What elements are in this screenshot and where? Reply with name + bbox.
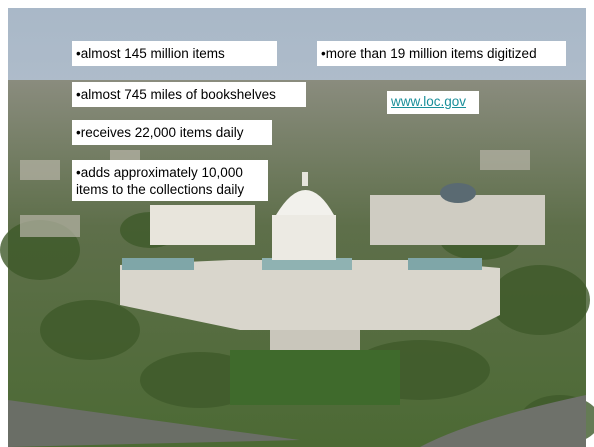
fact-box: •receives 22,000 items daily [72, 120, 272, 145]
fact-box: •more than 19 million items digitized [317, 41, 566, 66]
lawn [230, 350, 400, 405]
website-link[interactable]: www.loc.gov [391, 94, 466, 109]
fact-box: •adds approximately 10,000 items to the … [72, 160, 268, 201]
link-box: www.loc.gov [387, 91, 479, 114]
slide: •almost 145 million items •more than 19 … [0, 0, 594, 447]
fact-box: •almost 745 miles of bookshelves [72, 82, 306, 107]
background-photo [0, 0, 594, 447]
fact-box: •almost 145 million items [72, 41, 277, 66]
court-building [150, 205, 255, 245]
